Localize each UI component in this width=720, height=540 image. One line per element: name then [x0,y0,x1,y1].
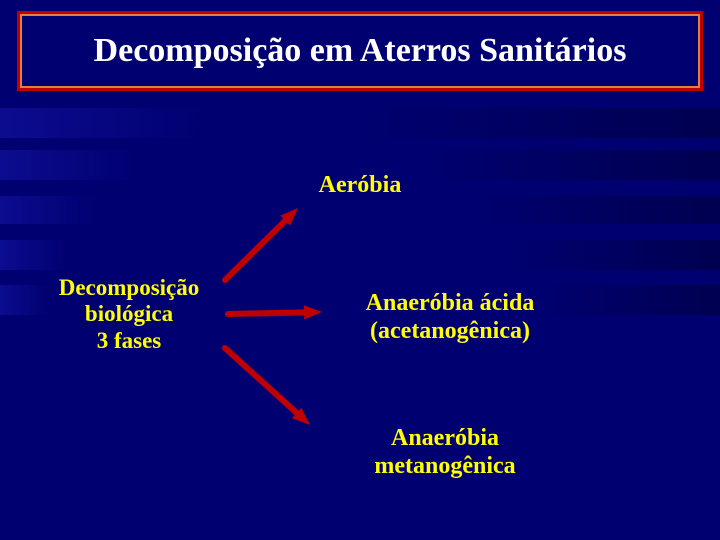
slide-title-text: Decomposição em Aterros Sanitários [94,32,627,70]
node-line: biológica [85,301,173,326]
node-source: Decomposiçãobiológica3 fases [36,275,222,355]
node-anaerobia-acida: Anaeróbia ácida(acetanogênica) [335,290,565,350]
node-line: Anaeróbia ácida [366,290,535,316]
node-line: metanogênica [374,453,515,479]
node-aerobia: Aeróbia [280,172,440,202]
node-line: Aeróbia [319,172,402,198]
node-line: Decomposição [59,275,200,300]
node-line: 3 fases [97,328,162,353]
node-anaerobia-met: Anaeróbiametanogênica [345,425,545,485]
node-line: (acetanogênica) [370,318,530,344]
node-line: Anaeróbia [391,425,499,451]
slide: Decomposição em Aterros Sanitários Decom… [0,0,720,540]
slide-title-box: Decomposição em Aterros Sanitários [20,14,700,88]
